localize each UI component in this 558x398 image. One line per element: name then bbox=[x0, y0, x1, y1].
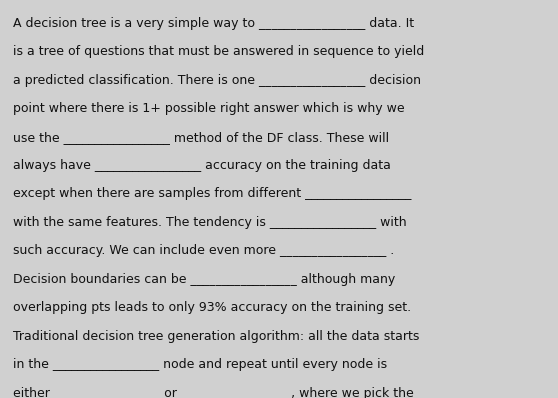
Text: Traditional decision tree generation algorithm: all the data starts: Traditional decision tree generation alg… bbox=[13, 330, 420, 343]
Text: A decision tree is a very simple way to _________________ data. It: A decision tree is a very simple way to … bbox=[13, 17, 414, 30]
Text: use the _________________ method of the DF class. These will: use the _________________ method of the … bbox=[13, 131, 389, 144]
Text: with the same features. The tendency is _________________ with: with the same features. The tendency is … bbox=[13, 216, 407, 229]
Text: always have _________________ accuracy on the training data: always have _________________ accuracy o… bbox=[13, 159, 391, 172]
Text: is a tree of questions that must be answered in sequence to yield: is a tree of questions that must be answ… bbox=[13, 45, 424, 58]
Text: a predicted classification. There is one _________________ decision: a predicted classification. There is one… bbox=[13, 74, 421, 87]
Text: either _________________ or _________________ , where we pick the: either _________________ or ____________… bbox=[13, 387, 413, 398]
Text: overlapping pts leads to only 93% accuracy on the training set.: overlapping pts leads to only 93% accura… bbox=[13, 301, 411, 314]
Text: except when there are samples from different _________________: except when there are samples from diffe… bbox=[13, 187, 411, 201]
Text: Decision boundaries can be _________________ although many: Decision boundaries can be _____________… bbox=[13, 273, 395, 286]
Text: in the _________________ node and repeat until every node is: in the _________________ node and repeat… bbox=[13, 358, 387, 371]
Text: such accuracy. We can include even more _________________ .: such accuracy. We can include even more … bbox=[13, 244, 395, 258]
Text: point where there is 1+ possible right answer which is why we: point where there is 1+ possible right a… bbox=[13, 102, 405, 115]
